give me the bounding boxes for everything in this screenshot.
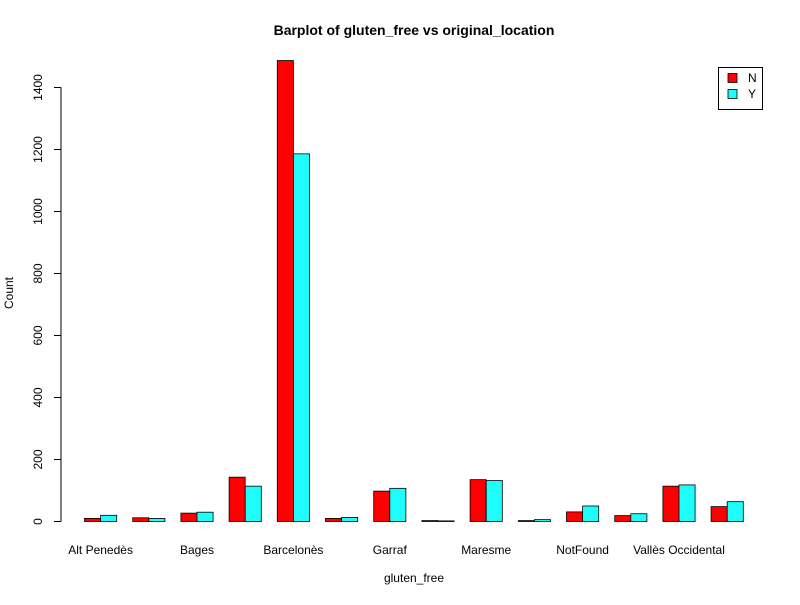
bar-Y-13 bbox=[726, 501, 744, 522]
bar-Y-10 bbox=[582, 505, 600, 522]
bar-N-8 bbox=[469, 479, 487, 522]
legend-swatch-N bbox=[727, 73, 738, 83]
bar-Y-12 bbox=[678, 484, 696, 522]
bar-N-3 bbox=[228, 476, 246, 522]
bar-Y-2 bbox=[196, 511, 214, 522]
bar-N-13 bbox=[710, 506, 728, 522]
legend-label-N: N bbox=[748, 71, 757, 85]
y-tick-label: 1000 bbox=[31, 198, 45, 225]
x-tick-label: NotFound bbox=[556, 543, 609, 557]
bar-Y-9 bbox=[534, 519, 551, 522]
bar-Y-1 bbox=[148, 518, 166, 522]
x-axis-label: gluten_free bbox=[384, 571, 444, 585]
bar-N-4 bbox=[276, 60, 294, 522]
bar-N-0 bbox=[84, 518, 102, 522]
bar-N-5 bbox=[325, 518, 343, 522]
bar-N-2 bbox=[180, 512, 198, 522]
bar-N-1 bbox=[132, 517, 150, 522]
x-tick-label: Barcelonès bbox=[263, 543, 323, 557]
legend-label-Y: Y bbox=[748, 87, 756, 101]
y-axis-label: Count bbox=[2, 276, 16, 309]
bar-N-7 bbox=[421, 520, 439, 522]
bar-Y-0 bbox=[100, 514, 118, 522]
y-tick-label: 0 bbox=[31, 518, 45, 525]
bar-Y-6 bbox=[389, 487, 407, 522]
x-tick-label: Bages bbox=[180, 543, 214, 557]
y-tick-label: 200 bbox=[31, 449, 45, 469]
y-tick-label: 600 bbox=[31, 325, 45, 345]
bar-Y-8 bbox=[485, 480, 503, 522]
bar-Y-3 bbox=[244, 485, 262, 522]
bars-group bbox=[84, 60, 744, 522]
y-tick-label: 400 bbox=[31, 387, 45, 407]
x-tick-label: Maresme bbox=[461, 543, 511, 557]
x-tick-label: Alt Penedès bbox=[68, 543, 133, 557]
y-tick-label: 1200 bbox=[31, 136, 45, 163]
bar-Y-7 bbox=[437, 520, 455, 522]
bar-N-12 bbox=[662, 485, 680, 522]
bar-Y-4 bbox=[292, 153, 310, 522]
x-tick-labels: Alt Penedès Bages Barcelonès Garraf Maresme N… bbox=[68, 543, 725, 557]
bar-N-10 bbox=[566, 511, 584, 522]
bar-N-11 bbox=[614, 515, 632, 522]
legend-swatch-Y bbox=[727, 89, 738, 99]
y-tick-label: 1400 bbox=[31, 74, 45, 101]
legend-box bbox=[718, 67, 763, 110]
x-tick-label: Vallès Occidental bbox=[633, 543, 725, 557]
y-axis: 0 200 400 600 800 1000 1200 1400 bbox=[31, 74, 62, 525]
bar-Y-5 bbox=[341, 517, 359, 522]
bar-N-6 bbox=[373, 490, 391, 522]
bar-N-9 bbox=[517, 520, 535, 522]
y-tick-label: 800 bbox=[31, 263, 45, 283]
legend: NY bbox=[718, 67, 763, 110]
x-tick-label: Garraf bbox=[373, 543, 408, 557]
bar-Y-11 bbox=[630, 513, 648, 522]
chart-title: Barplot of gluten_free vs original_locat… bbox=[274, 22, 555, 38]
